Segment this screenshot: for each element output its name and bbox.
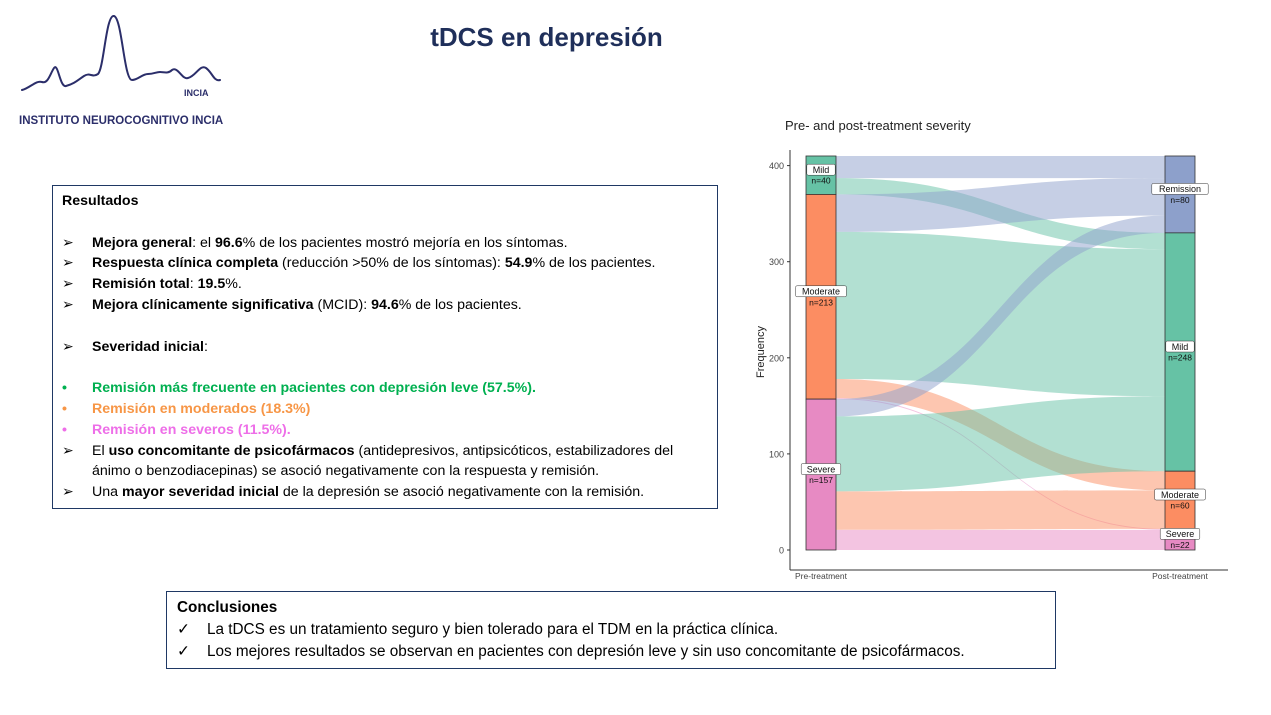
conclusions-box: Conclusiones ✓ La tDCS es un tratamiento …: [166, 591, 1056, 669]
post-stratum-count: n=60: [1170, 501, 1189, 511]
post-stratum-count: n=80: [1170, 195, 1189, 205]
conclusion-item: ✓ La tDCS es un tratamiento seguro y bien…: [177, 619, 1045, 641]
pre-stratum-label: Mild: [813, 165, 830, 175]
pre-stratum-count: n=40: [811, 176, 830, 186]
pre-stratum-count: n=213: [809, 297, 833, 307]
result-label: Remisión total: [92, 276, 190, 293]
chart-title: Pre- and post-treatment severity: [785, 118, 971, 133]
eeg-wave-icon: [21, 14, 221, 91]
arrow-bullet-icon: ➢: [62, 255, 74, 272]
flow-band: [836, 178, 1165, 232]
x-tick-label: Post-treatment: [1152, 571, 1208, 581]
result-value: 54.9: [504, 255, 533, 272]
results-box: Resultados ➢ Mejora general: el 96.6% de …: [52, 185, 718, 509]
severity-item-severe: • Remisión en severos (11.5%).: [62, 420, 708, 441]
y-tick-label: 300: [769, 257, 784, 267]
severity-heading-row: ➢ Severidad inicial:: [62, 337, 708, 358]
institute-logo: INCIA INSTITUTO NEUROCOGNITIVO INCIA: [18, 10, 228, 130]
post-stratum-count: n=22: [1170, 540, 1189, 550]
post-stratum-label: Severe: [1166, 529, 1195, 539]
post-stratum-label: Moderate: [1161, 490, 1199, 500]
severity-heading: Severidad inicial: [92, 338, 204, 355]
logo-institute-name: INSTITUTO NEUROCOGNITIVO INCIA: [19, 115, 224, 127]
y-axis-label: Frequency: [755, 326, 767, 378]
arrow-bullet-icon: ➢: [62, 442, 74, 459]
result-item-general: ➢ Mejora general: el 96.6% de los pacient…: [62, 233, 708, 254]
result-item-response: ➢ Respuesta clínica completa (reducción >…: [62, 253, 708, 274]
result-label: Mejora clínicamente significativa: [92, 296, 314, 313]
arrow-bullet-icon: ➢: [62, 338, 74, 355]
pre-stratum-label-box: [806, 163, 836, 176]
pre-stratum-label-box: [795, 285, 847, 298]
post-stratum-label: Mild: [1172, 342, 1189, 352]
pre-stratum-label: Moderate: [802, 287, 840, 297]
dot-bullet-icon: •: [62, 421, 67, 438]
result-item-mcid: ➢ Mejora clínicamente significativa (MCID…: [62, 295, 708, 316]
logo-abbreviation: INCIA: [184, 88, 209, 98]
post-stratum-label-box: [1154, 488, 1206, 501]
arrow-bullet-icon: ➢: [62, 484, 74, 501]
result-value: 96.6: [215, 234, 243, 251]
severity-item-moderate: • Remisión en moderados (18.3%): [62, 399, 708, 420]
conclusion-item: ✓ Los mejores resultados se observan en p…: [177, 641, 1045, 663]
alluvial-chart: Pre- and post-treatment severity Frequenc…: [740, 112, 1240, 587]
post-stratum-label-box: [1165, 340, 1195, 353]
severity-item-mild: • Remisión más frecuente en pacientes con…: [62, 378, 708, 399]
dot-bullet-icon: •: [62, 400, 67, 417]
y-tick-label: 0: [779, 546, 784, 556]
conclusions-heading: Conclusiones: [177, 599, 278, 616]
pre-stratum-count: n=157: [809, 475, 833, 485]
y-tick-label: 200: [769, 353, 784, 363]
slide-title: tDCS en depresión: [430, 22, 663, 52]
result-value: 19.5: [197, 276, 226, 293]
flow-band: [836, 155, 1165, 179]
arrow-bullet-icon: ➢: [62, 234, 74, 251]
post-stratum-label-box: [1159, 528, 1201, 540]
chart-svg: Pre- and post-treatment severity Frequenc…: [755, 118, 1228, 581]
arrow-bullet-icon: ➢: [62, 296, 74, 313]
flow-band: [836, 396, 1165, 492]
check-icon: ✓: [177, 643, 190, 660]
pre-stratum-label-box: [800, 463, 842, 475]
result-item-psychotropics: ➢ El uso concomitante de psicofármacos (a…: [62, 442, 674, 480]
flow-band: [836, 215, 1165, 417]
y-tick-label: 400: [769, 161, 784, 171]
x-tick-label: Pre-treatment: [795, 571, 848, 581]
post-stratum-label: Remission: [1159, 184, 1201, 194]
result-value: 94.6: [371, 296, 399, 313]
post-stratum-label-box: [1151, 183, 1209, 195]
results-heading: Resultados: [62, 193, 139, 209]
post-stratum-count: n=248: [1168, 353, 1192, 363]
flow-band: [836, 529, 1165, 550]
result-label: Mejora general: [92, 234, 193, 251]
result-item-severity-negative: ➢ Una mayor severidad inicial de la depre…: [62, 482, 708, 503]
check-icon: ✓: [177, 621, 190, 638]
y-tick-label: 100: [769, 449, 784, 459]
pre-stratum-label: Severe: [807, 464, 836, 474]
result-item-remission: ➢ Remisión total: 19.5%.: [62, 274, 708, 295]
dot-bullet-icon: •: [62, 380, 67, 397]
result-label: Respuesta clínica completa: [92, 255, 279, 272]
arrow-bullet-icon: ➢: [62, 276, 74, 293]
flow-band: [836, 490, 1165, 530]
